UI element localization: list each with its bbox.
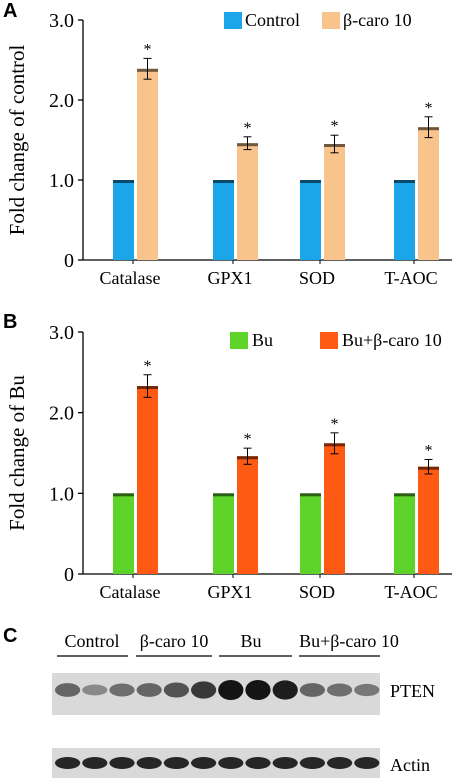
y-axis-label: Fold change of Bu (5, 375, 29, 531)
bar-top-edge (300, 180, 321, 183)
actin-band (136, 757, 162, 769)
x-tick-label: GPX1 (207, 582, 252, 602)
pten-band (272, 680, 298, 700)
bar-bu-caro-10 (137, 386, 158, 574)
bar-bu (300, 493, 321, 574)
y-tick-label: 2.0 (49, 90, 74, 112)
pten-band (299, 683, 325, 697)
x-tick-label: SOD (299, 268, 335, 288)
panel-letter: B (3, 311, 17, 333)
bar-bu (213, 493, 234, 574)
actin-band (191, 757, 217, 769)
y-axis-label: Fold change of control (5, 44, 29, 235)
bar-top-edge (213, 493, 234, 497)
pten-band (327, 683, 353, 697)
legend-label: Control (245, 10, 300, 30)
panel-letter: A (3, 0, 17, 22)
bar-top-edge (213, 180, 234, 183)
bar-top-edge (113, 493, 134, 497)
legend-swatch (224, 12, 242, 29)
y-tick-label: 3.0 (49, 322, 74, 344)
x-tick-label: SOD (299, 582, 335, 602)
pten-band (109, 683, 135, 697)
x-tick-label: T-AOC (384, 582, 437, 602)
panel-letter: C (3, 625, 17, 647)
chart-panel-b: B 0 1.0 2.0 3.0 Fold change of Bu Bu Bu+β-caro … (3, 311, 452, 602)
y-tick-label: 1.0 (49, 483, 74, 505)
legend-swatch (322, 12, 340, 29)
blot-group-label: Control (64, 631, 119, 651)
blot-group-label: Bu+β-caro 10 (299, 631, 399, 651)
pten-band (163, 682, 189, 698)
pten-band (136, 683, 162, 697)
x-tick-label: T-AOC (384, 268, 437, 288)
significance-marker: * (244, 120, 252, 137)
actin-band (245, 757, 271, 769)
significance-marker: * (425, 442, 433, 459)
bar--caro-10 (418, 127, 439, 260)
actin-band (354, 757, 380, 769)
bar-top-edge (113, 180, 134, 183)
bar-control (213, 180, 234, 260)
legend-swatch (320, 332, 338, 349)
bar-bu-caro-10 (324, 443, 345, 574)
bar-top-edge (394, 493, 415, 497)
bar--caro-10 (324, 144, 345, 260)
bar-control (394, 180, 415, 260)
bar-bu (394, 493, 415, 574)
pten-band (191, 681, 217, 699)
significance-marker: * (144, 41, 152, 58)
significance-marker: * (144, 358, 152, 375)
legend-swatch (230, 332, 248, 349)
bar--caro-10 (137, 68, 158, 260)
actin-band (272, 757, 298, 769)
bar-top-edge (394, 180, 415, 183)
actin-band (82, 757, 108, 769)
legend-label: Bu+β-caro 10 (342, 330, 442, 350)
legend-label: β-caro 10 (343, 10, 412, 30)
significance-marker: * (331, 416, 339, 433)
x-tick-label: GPX1 (207, 268, 252, 288)
x-tick-label: Catalase (100, 268, 161, 288)
band-label-pten: PTEN (390, 681, 435, 701)
blot-group-label: β-caro 10 (140, 631, 209, 651)
actin-band (163, 757, 189, 769)
pten-band (245, 680, 271, 700)
y-tick-label: 0 (64, 564, 74, 586)
pten-band (354, 683, 380, 697)
bar--caro-10 (237, 143, 258, 260)
legend-label: Bu (252, 330, 273, 350)
pten-band (55, 683, 81, 697)
actin-band (218, 757, 244, 769)
pten-band (218, 680, 244, 700)
bar-bu-caro-10 (418, 466, 439, 574)
actin-band (299, 757, 325, 769)
blot-group-label: Bu (240, 631, 261, 651)
pten-band (82, 684, 108, 696)
actin-band (327, 757, 353, 769)
bar-control (300, 180, 321, 260)
significance-marker: * (331, 118, 339, 135)
y-tick-label: 2.0 (49, 403, 74, 425)
y-tick-label: 0 (64, 250, 74, 272)
y-tick-label: 1.0 (49, 170, 74, 192)
pten-membrane (52, 673, 380, 715)
significance-marker: * (425, 100, 433, 117)
band-label-actin: Actin (390, 755, 430, 775)
significance-marker: * (244, 431, 252, 448)
chart-panel-a: A 0 1.0 2.0 3.0 Fold change of control Control… (3, 0, 452, 288)
bar-control (113, 180, 134, 260)
x-tick-label: Catalase (100, 582, 161, 602)
western-blot-panel: C Control β-caro 10 Bu Bu+β-caro 10 PTEN Actin (3, 625, 435, 778)
bar-bu (113, 493, 134, 574)
y-tick-label: 3.0 (49, 10, 74, 32)
bar-bu-caro-10 (237, 456, 258, 574)
actin-band (55, 757, 81, 769)
actin-band (109, 757, 135, 769)
bar-top-edge (300, 493, 321, 497)
